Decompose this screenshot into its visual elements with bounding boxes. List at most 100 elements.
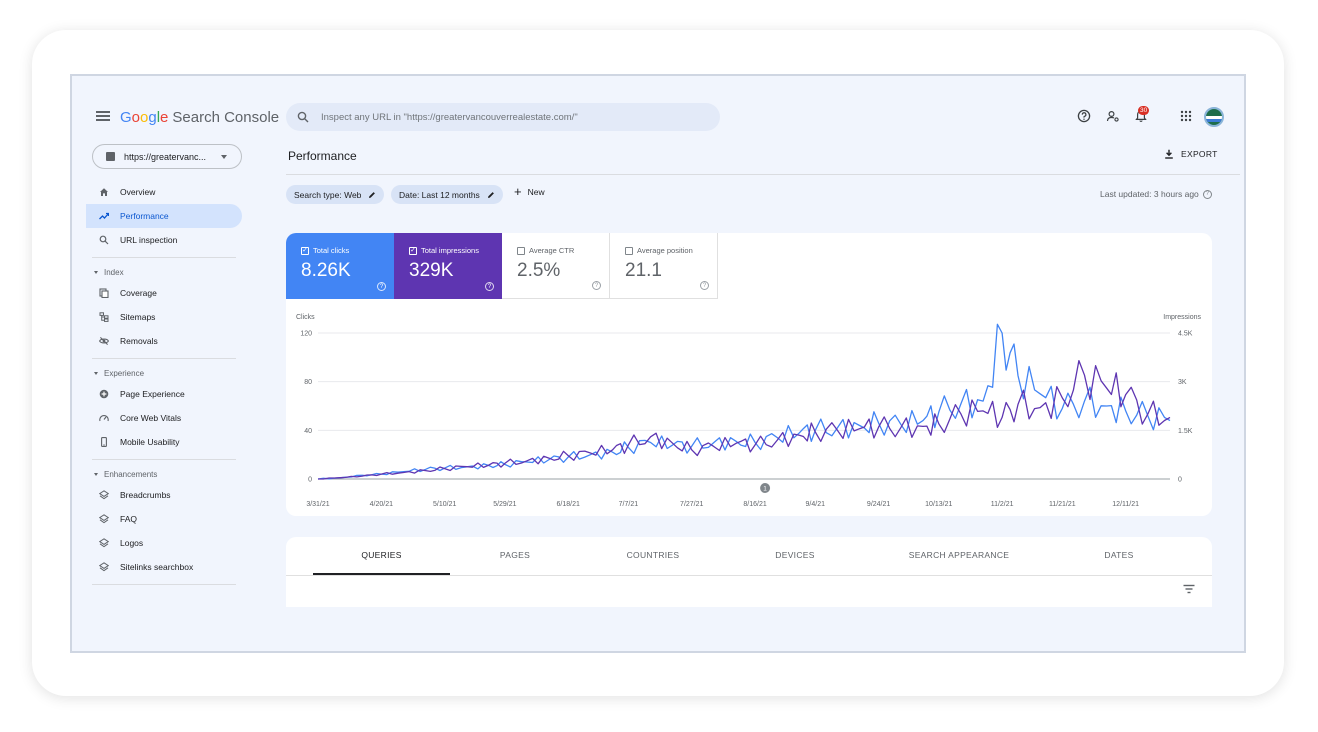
y-tick-label-right: 3K: [1178, 379, 1187, 386]
left-axis-title: Clicks: [296, 314, 315, 321]
checkbox-checked[interactable]: ✓: [409, 246, 417, 255]
metric-total-impressions[interactable]: ✓ Total impressions 329K ?: [394, 233, 502, 299]
divider: [92, 358, 236, 359]
divider: [92, 459, 236, 460]
tab-search-appearance[interactable]: SEARCH APPEARANCE: [908, 550, 1010, 560]
phone-icon: [101, 437, 107, 447]
y-tick-label-right: 1.5K: [1178, 428, 1193, 435]
sidebar-item-page-experience[interactable]: Page Experience: [86, 382, 242, 406]
sidebar-item-label: Coverage: [120, 288, 157, 298]
checkbox-checked[interactable]: ✓: [301, 246, 309, 255]
sidebar-item-coverage[interactable]: Coverage: [86, 281, 242, 305]
checkbox-unchecked[interactable]: [625, 246, 633, 255]
metric-value: 21.1: [625, 260, 662, 281]
help-icon[interactable]: ?: [592, 281, 601, 290]
help-icon[interactable]: ?: [485, 282, 494, 291]
export-button[interactable]: EXPORT: [1164, 149, 1218, 159]
new-filter-button[interactable]: + New: [514, 184, 545, 199]
x-tick-label: 8/16/21: [743, 501, 766, 508]
x-tick-label: 4/20/21: [370, 501, 393, 508]
layers-icon: [99, 514, 109, 524]
hamburger-icon[interactable]: [96, 111, 110, 121]
tab-pages[interactable]: PAGES: [499, 550, 531, 560]
section-enhancements[interactable]: Enhancements: [86, 465, 242, 483]
x-tick-label: 7/27/21: [680, 501, 703, 508]
sidebar-nav: Overview Performance URL inspection Inde…: [86, 180, 242, 590]
x-tick-label: 10/13/21: [925, 501, 952, 508]
coverage-icon: [99, 288, 109, 298]
sidebar-item-label: URL inspection: [120, 235, 178, 245]
sidebar-item-logos[interactable]: Logos: [86, 531, 242, 555]
sidebar-item-faq[interactable]: FAQ: [86, 507, 242, 531]
pencil-icon: [369, 191, 376, 198]
sidebar-item-mobile-usability[interactable]: Mobile Usability: [86, 430, 242, 454]
home-icon: [100, 188, 108, 196]
metric-value: 329K: [409, 260, 454, 281]
sidebar-item-label: Removals: [120, 336, 158, 346]
sidebar-item-url-inspection[interactable]: URL inspection: [86, 228, 242, 252]
x-tick-label: 9/24/21: [867, 501, 890, 508]
y-tick-label-right: 0: [1178, 477, 1182, 484]
pencil-icon: [487, 191, 494, 198]
checkbox-unchecked[interactable]: [517, 246, 525, 255]
property-url: https://greatervanc...: [124, 151, 207, 162]
sidebar-item-overview[interactable]: Overview: [86, 180, 242, 204]
layers-icon: [99, 490, 109, 500]
caret-down-icon: [94, 472, 98, 476]
layers-icon: [99, 562, 109, 572]
speed-icon: [99, 414, 109, 422]
filter-chip-search-type[interactable]: Search type: Web: [286, 185, 385, 204]
x-tick-label: 3/31/21: [306, 501, 329, 508]
search-console-window: Google Search Console Inspect any URL in …: [70, 74, 1246, 653]
right-axis-title: Impressions: [1163, 314, 1201, 321]
x-tick-label: 9/4/21: [806, 501, 826, 508]
help-icon[interactable]: [1077, 109, 1091, 123]
filter-icon[interactable]: [1183, 584, 1195, 594]
removals-icon: [99, 337, 109, 345]
divider: [92, 257, 236, 258]
report-tabs-card: QUERIES PAGES COUNTRIES DEVICES SEARCH A…: [286, 537, 1212, 607]
metric-average-position[interactable]: Average position 21.1 ?: [610, 233, 718, 299]
series-line-clicks: [317, 323, 1171, 480]
sidebar-item-removals[interactable]: Removals: [86, 329, 242, 353]
app-logo[interactable]: Google Search Console: [120, 109, 280, 126]
section-experience[interactable]: Experience: [86, 364, 242, 382]
metric-average-ctr[interactable]: Average CTR 2.5% ?: [502, 233, 610, 299]
help-icon[interactable]: ?: [377, 282, 386, 291]
sidebar-item-label: Breadcrumbs: [120, 490, 171, 500]
manage-users-icon[interactable]: [1106, 109, 1120, 123]
sidebar-item-sitemaps[interactable]: Sitemaps: [86, 305, 242, 329]
active-tab-indicator: [313, 573, 450, 575]
url-inspection-search[interactable]: Inspect any URL in "https://greatervanco…: [286, 103, 720, 131]
filter-chip-date[interactable]: Date: Last 12 months: [391, 185, 503, 204]
sidebar-item-label: Mobile Usability: [120, 437, 180, 447]
annotation-marker: [760, 483, 771, 493]
metric-total-clicks[interactable]: ✓ Total clicks 8.26K ?: [286, 233, 394, 299]
tab-dates[interactable]: DATES: [1104, 550, 1134, 560]
help-icon[interactable]: ?: [700, 281, 709, 290]
sidebar-item-breadcrumbs[interactable]: Breadcrumbs: [86, 483, 242, 507]
chevron-down-icon: [221, 155, 227, 159]
sidebar-item-core-web-vitals[interactable]: Core Web Vitals: [86, 406, 242, 430]
series-line-impressions: [318, 359, 1171, 480]
account-avatar[interactable]: [1204, 107, 1224, 127]
tab-queries[interactable]: QUERIES: [361, 550, 402, 560]
sidebar-item-sitelinks-searchbox[interactable]: Sitelinks searchbox: [86, 555, 242, 579]
caret-down-icon: [94, 371, 98, 375]
download-icon: [1165, 149, 1173, 159]
section-index[interactable]: Index: [86, 263, 242, 281]
metric-value: 8.26K: [301, 260, 351, 281]
layers-icon: [99, 538, 109, 548]
sidebar-item-label: Core Web Vitals: [120, 413, 182, 423]
tab-devices[interactable]: DEVICES: [775, 550, 815, 560]
tab-countries[interactable]: COUNTRIES: [626, 550, 680, 560]
y-tick-label-left: 0: [308, 477, 312, 484]
apps-grid-icon[interactable]: [1179, 109, 1193, 123]
x-tick-label: 7/7/21: [619, 501, 639, 508]
property-icon: [106, 152, 115, 161]
help-icon[interactable]: ?: [1202, 189, 1212, 199]
performance-line-chart[interactable]: Clicks Impressions 0 0 40 1.5K 80 3K 120 4.5K 3/31…: [286, 303, 1212, 513]
property-selector[interactable]: https://greatervanc...: [92, 144, 242, 169]
sidebar-item-performance[interactable]: Performance: [86, 204, 242, 228]
sidebar-item-label: Overview: [120, 187, 156, 197]
